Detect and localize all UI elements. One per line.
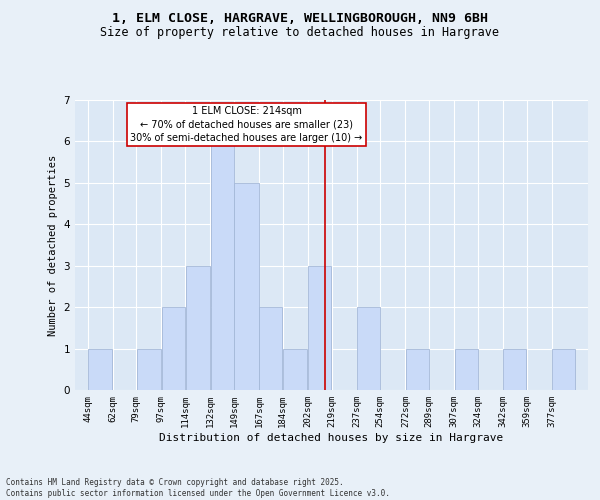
Bar <box>162 307 185 390</box>
Bar <box>137 348 161 390</box>
Bar <box>185 266 210 390</box>
Bar <box>283 348 307 390</box>
Bar <box>308 266 331 390</box>
Y-axis label: Number of detached properties: Number of detached properties <box>48 154 58 336</box>
Bar <box>552 348 575 390</box>
Bar <box>503 348 526 390</box>
Bar <box>406 348 429 390</box>
Text: 1 ELM CLOSE: 214sqm
← 70% of detached houses are smaller (23)
30% of semi-detach: 1 ELM CLOSE: 214sqm ← 70% of detached ho… <box>130 106 362 142</box>
X-axis label: Distribution of detached houses by size in Hargrave: Distribution of detached houses by size … <box>160 432 503 442</box>
Bar <box>455 348 478 390</box>
Bar <box>234 183 259 390</box>
Bar <box>211 142 233 390</box>
Bar <box>357 307 380 390</box>
Bar <box>88 348 112 390</box>
Text: 1, ELM CLOSE, HARGRAVE, WELLINGBOROUGH, NN9 6BH: 1, ELM CLOSE, HARGRAVE, WELLINGBOROUGH, … <box>112 12 488 26</box>
Bar <box>259 307 283 390</box>
Text: Size of property relative to detached houses in Hargrave: Size of property relative to detached ho… <box>101 26 499 39</box>
Text: Contains HM Land Registry data © Crown copyright and database right 2025.
Contai: Contains HM Land Registry data © Crown c… <box>6 478 390 498</box>
